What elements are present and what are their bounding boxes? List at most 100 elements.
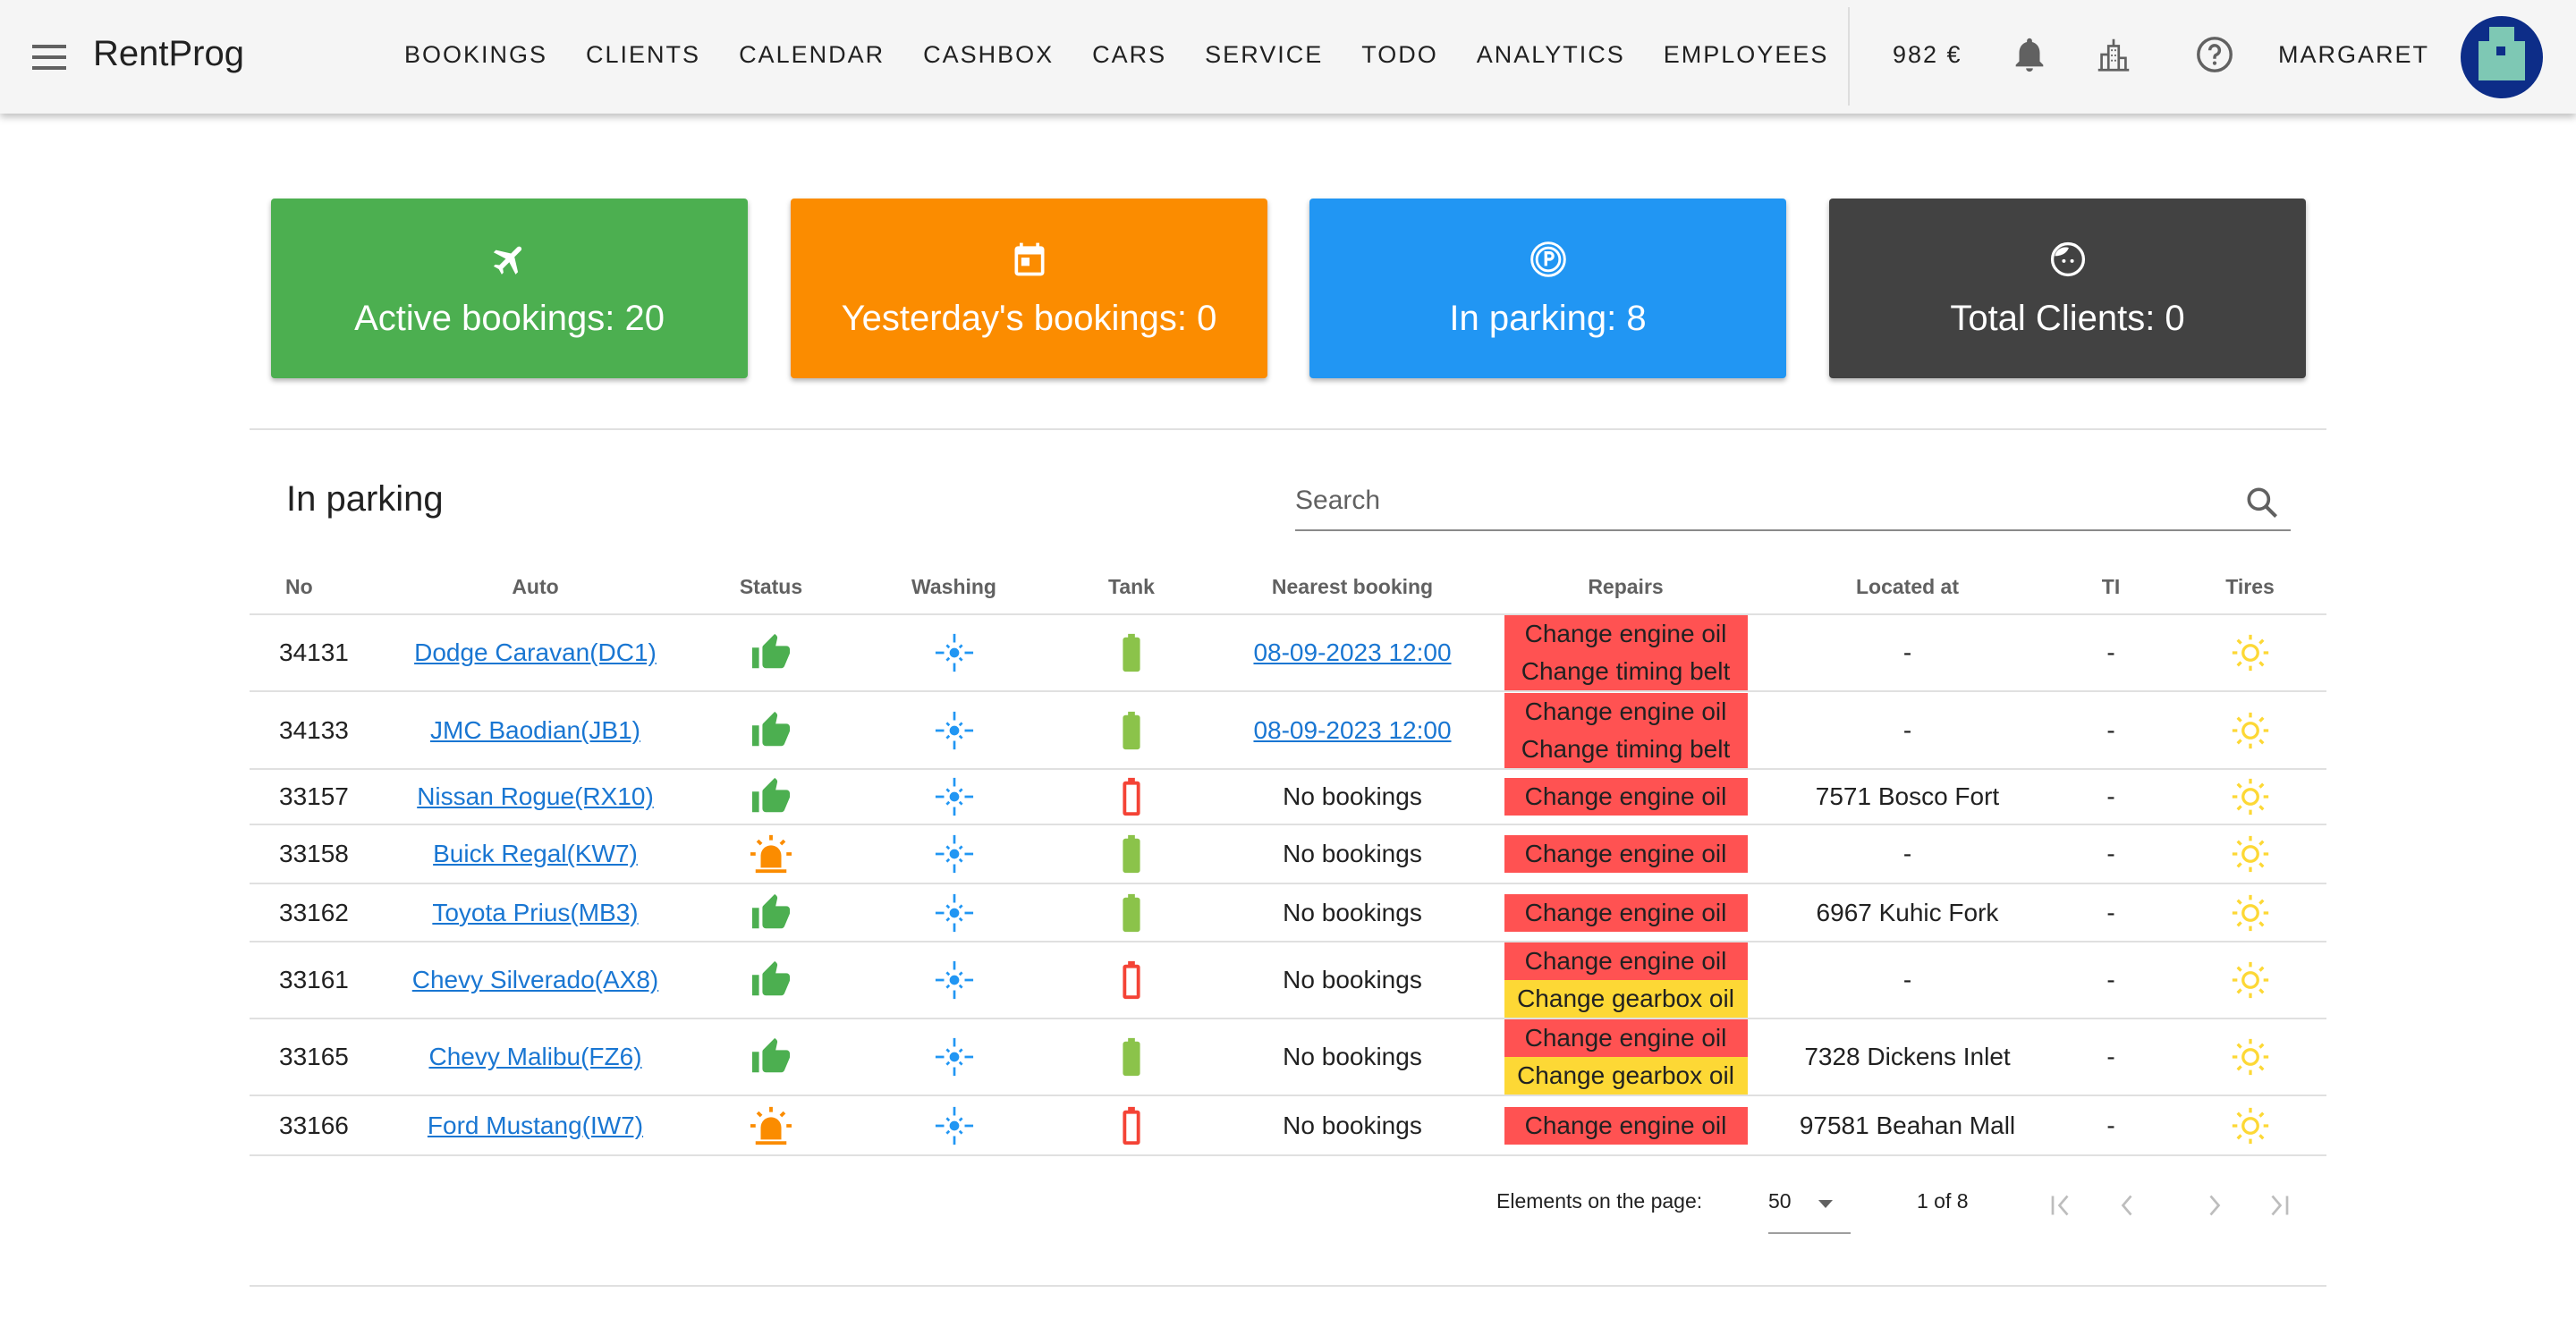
bell-icon[interactable] [2009,34,2050,75]
last-page-icon[interactable] [2263,1188,2295,1223]
car-link[interactable]: Ford Mustang(IW7) [427,1111,644,1139]
car-link[interactable]: Dodge Caravan(DC1) [414,638,657,666]
repair-chip[interactable]: Change engine oil [1504,1106,1748,1145]
first-page-icon[interactable] [2045,1188,2077,1223]
car-link[interactable]: Chevy Malibu(FZ6) [428,1043,642,1070]
nav-service[interactable]: SERVICE [1205,41,1324,68]
cell-washing[interactable] [865,824,1043,884]
car-link[interactable]: Chevy Silverado(AX8) [411,966,659,993]
col-tires[interactable]: Tires [2174,560,2326,615]
cell-nearest-booking: No bookings [1220,1095,1485,1156]
nav-todo[interactable]: TODO [1361,41,1438,68]
cell-repairs: Change engine oil [1485,824,1767,884]
car-link[interactable]: Buick Regal(KW7) [433,840,638,867]
repair-chip[interactable]: Change engine oil [1504,778,1748,816]
repair-chip[interactable]: Change engine oil [1504,942,1748,980]
face-icon [2050,241,2085,277]
repair-chip[interactable]: Change engine oil [1504,615,1748,653]
prev-page-icon[interactable] [2111,1188,2143,1223]
col-auto[interactable]: Auto [394,560,677,615]
search-icon[interactable] [2242,483,2282,522]
nav-cashbox[interactable]: CASHBOX [923,41,1055,68]
cell-tank [1043,1018,1220,1096]
user-name[interactable]: MARGARET [2278,41,2430,68]
sun-tires-icon [2232,835,2268,873]
repair-chip[interactable]: Change engine oil [1504,893,1748,932]
alarm-light-icon [750,1106,792,1145]
col-repairs[interactable]: Repairs [1485,560,1767,615]
table-row[interactable]: 33158 Buick Regal(KW7) No bookings Chang… [250,824,2326,884]
app-title[interactable]: RentProg [93,34,244,73]
col-washing[interactable]: Washing [865,560,1043,615]
col-status[interactable]: Status [677,560,865,615]
nav-bookings[interactable]: BOOKINGS [404,41,548,68]
balance[interactable]: 982 € [1893,41,1962,68]
repair-chip[interactable]: Change engine oil [1504,692,1748,731]
sun-tires-icon [2232,894,2268,931]
search-input[interactable] [1295,474,2190,528]
sun-tires-icon [2232,712,2268,748]
cell-located-at: - [1767,942,2048,1019]
car-link[interactable]: Nissan Rogue(RX10) [417,782,654,810]
card-in-parking[interactable]: In parking: 8 [1309,199,1786,378]
thumbs-up-icon [751,777,791,813]
cell-washing[interactable] [865,614,1043,692]
table-row[interactable]: 34131 Dodge Caravan(DC1) 08-09-2023 12:0… [250,614,2326,692]
card-active-bookings[interactable]: Active bookings: 20 [271,199,748,378]
cell-status [677,942,865,1019]
cell-nearest-booking: No bookings [1220,1018,1485,1096]
avatar[interactable] [2461,16,2543,98]
search-field[interactable] [1295,474,2291,531]
cell-ti: - [2048,691,2174,770]
car-link[interactable]: Toyota Prius(MB3) [432,898,639,926]
cell-washing[interactable] [865,883,1043,942]
cell-washing[interactable] [865,1095,1043,1156]
car-link[interactable]: JMC Baodian(JB1) [430,715,640,744]
repair-chip[interactable]: Change timing belt [1504,653,1748,690]
repair-chip[interactable]: Change gearbox oil [1504,1057,1748,1095]
cell-ti: - [2048,883,2174,942]
chevron-down-icon [1818,1200,1833,1208]
card-total-clients[interactable]: Total Clients: 0 [1829,199,2306,378]
booking-link[interactable]: 08-09-2023 12:00 [1253,715,1452,744]
nav-analytics[interactable]: ANALYTICS [1476,41,1625,68]
cell-no: 33162 [250,883,394,942]
cell-washing[interactable] [865,691,1043,770]
table-row[interactable]: 33162 Toyota Prius(MB3) No bookings Chan… [250,883,2326,942]
nav-clients[interactable]: CLIENTS [586,41,701,68]
booking-link[interactable]: 08-09-2023 12:00 [1253,638,1452,666]
city-icon[interactable] [2093,34,2134,75]
table-row[interactable]: 33165 Chevy Malibu(FZ6) No bookings Chan… [250,1018,2326,1096]
sun-tires-icon [2232,1038,2268,1076]
col-no[interactable]: No [250,560,394,615]
cell-tank [1043,691,1220,770]
nav-employees[interactable]: EMPLOYEES [1663,41,1829,68]
col-located-at[interactable]: Located at [1767,560,2048,615]
next-page-icon[interactable] [2199,1188,2231,1223]
col-tank[interactable]: Tank [1043,560,1220,615]
cell-tires [2174,824,2326,884]
cell-washing[interactable] [865,769,1043,825]
nav-calendar[interactable]: CALENDAR [739,41,886,68]
cell-nearest-booking: No bookings [1220,883,1485,942]
repair-chip[interactable]: Change engine oil [1504,1019,1748,1057]
col-ti[interactable]: TI [2048,560,2174,615]
nav-cars[interactable]: CARS [1092,41,1167,68]
cell-washing[interactable] [865,1018,1043,1096]
cell-washing[interactable] [865,942,1043,1019]
page-range: 1 of 8 [1917,1189,1969,1213]
repair-chip[interactable]: Change engine oil [1504,835,1748,873]
cell-repairs: Change engine oil [1485,769,1767,825]
per-page-select[interactable]: 50 [1768,1179,1851,1234]
table-row[interactable]: 33161 Chevy Silverado(AX8) No bookings C… [250,942,2326,1019]
table-row[interactable]: 33166 Ford Mustang(IW7) No bookings Chan… [250,1095,2326,1156]
table-row[interactable]: 34133 JMC Baodian(JB1) 08-09-2023 12:00 … [250,691,2326,770]
help-icon[interactable] [2194,34,2235,75]
card-yesterday-bookings[interactable]: Yesterday's bookings: 0 [791,199,1267,378]
menu-icon[interactable] [32,45,66,70]
col-nearest-booking[interactable]: Nearest booking [1220,560,1485,615]
table-row[interactable]: 33157 Nissan Rogue(RX10) No bookings Cha… [250,769,2326,825]
card-label: Yesterday's bookings: 0 [841,299,1217,338]
repair-chip[interactable]: Change gearbox oil [1504,980,1748,1018]
repair-chip[interactable]: Change timing belt [1504,730,1748,768]
